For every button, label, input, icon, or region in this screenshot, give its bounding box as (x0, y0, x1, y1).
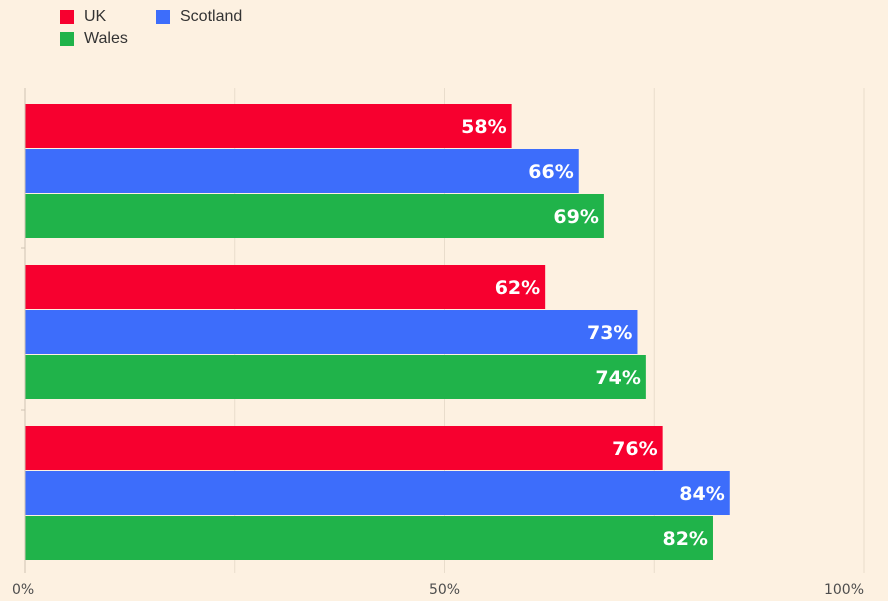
bar-wales-1 (25, 194, 604, 238)
bar-uk-3 (25, 426, 663, 470)
legend-label-scotland: Scotland (180, 8, 243, 25)
bar-scotland-2 (25, 310, 638, 354)
data-label: 58% (461, 116, 506, 138)
x-tick-label: 50% (429, 582, 460, 598)
legend-item-wales: Wales (60, 30, 128, 48)
bar-scotland-1 (25, 149, 579, 193)
legend-label-wales: Wales (84, 30, 128, 47)
data-label: 66% (528, 161, 573, 183)
bar-uk-2 (25, 265, 546, 309)
x-axis: 0% 50% 100% (12, 88, 864, 598)
legend-label-uk: UK (84, 8, 107, 25)
legend-item-scotland: Scotland (156, 8, 242, 26)
bars-layer (25, 104, 730, 560)
legend-swatch-scotland (156, 10, 170, 24)
data-label: 69% (553, 206, 598, 228)
legend-item-uk: UK (60, 8, 106, 26)
data-label: 62% (495, 277, 540, 299)
bar-wales-3 (25, 516, 713, 560)
legend-swatch-uk (60, 10, 74, 24)
data-labels-layer: 58% 66% 69% 62% 73% 74% 76% 84% 82% (461, 116, 725, 550)
data-label: 76% (612, 438, 657, 460)
x-tick-label: 100% (824, 582, 864, 598)
x-tick-label: 0% (12, 582, 34, 598)
bar-uk-1 (25, 104, 512, 148)
bar-scotland-3 (25, 471, 730, 515)
bar-wales-2 (25, 355, 646, 399)
legend-swatch-wales (60, 32, 74, 46)
data-label: 74% (595, 367, 640, 389)
data-label: 82% (662, 528, 707, 550)
data-label: 73% (587, 322, 632, 344)
data-label: 84% (679, 483, 724, 505)
